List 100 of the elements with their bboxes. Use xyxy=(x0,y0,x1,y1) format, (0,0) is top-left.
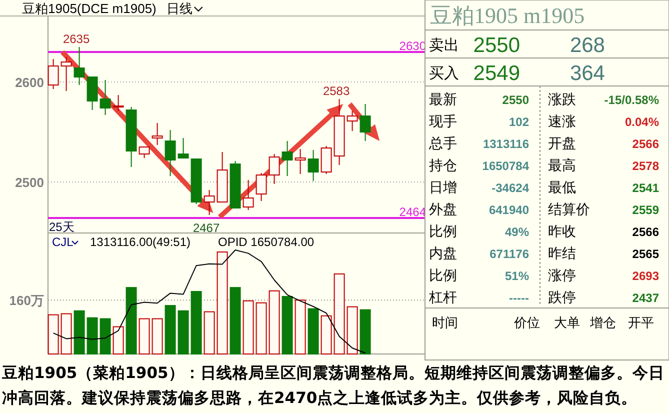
ref-line-label: 160万 xyxy=(9,293,44,308)
bar xyxy=(282,296,293,354)
bar xyxy=(190,290,202,354)
text: 价位 xyxy=(513,315,540,330)
annotation: 25天 xyxy=(49,220,74,234)
text: ----- xyxy=(509,291,529,305)
text: 增仓 xyxy=(589,315,616,330)
bar xyxy=(74,310,85,354)
candlestick xyxy=(164,130,176,176)
text: 最低 xyxy=(548,179,576,195)
text: 日增 xyxy=(429,179,457,195)
candlestick xyxy=(178,138,189,158)
bar xyxy=(320,315,332,354)
text: -15/0.58% xyxy=(604,93,660,107)
text: 比例 xyxy=(429,267,457,283)
text: 1650784 xyxy=(482,159,530,173)
text: 跌停 xyxy=(548,289,576,305)
candlestick xyxy=(308,150,319,182)
text: 买入 xyxy=(429,65,459,82)
bar xyxy=(360,309,371,354)
candlestick xyxy=(242,180,254,210)
text: 结算价 xyxy=(548,201,590,217)
text: 大单 xyxy=(554,315,580,330)
text: 2550 xyxy=(473,34,520,57)
text: 2578 xyxy=(632,159,660,173)
text: 364 xyxy=(570,62,606,85)
candlestick xyxy=(48,58,59,90)
text: 豆粕1905 m1905 xyxy=(430,3,585,28)
candlestick xyxy=(204,190,215,216)
chart-title: 豆粕1905(DCE m1905) xyxy=(22,1,156,16)
annotation: 2583 xyxy=(322,84,350,98)
bar xyxy=(230,287,241,354)
text: 268 xyxy=(570,34,605,57)
text: 开盘 xyxy=(548,135,576,151)
text: -34624 xyxy=(492,181,530,195)
bar xyxy=(334,273,345,354)
text: 1313116 xyxy=(482,137,530,151)
y-tick-label: 2600 xyxy=(15,75,44,90)
bar xyxy=(86,317,98,354)
candlestick xyxy=(294,148,306,174)
bar xyxy=(242,300,254,354)
bar xyxy=(256,302,267,354)
bar xyxy=(126,287,137,354)
candlestick xyxy=(112,94,124,112)
text: 卖出 xyxy=(429,37,459,54)
text: 开平 xyxy=(628,315,654,330)
text: 51% xyxy=(504,269,530,283)
annotation: 2635 xyxy=(62,32,90,46)
text: 49% xyxy=(504,225,530,239)
text: 现手 xyxy=(429,113,457,129)
text: 昨收 xyxy=(548,223,576,239)
text: 102 xyxy=(508,115,530,129)
text: 外盘 xyxy=(429,201,457,217)
candlestick xyxy=(60,56,72,92)
text: 2566 xyxy=(632,225,660,239)
candlestick xyxy=(256,172,267,202)
candlestick xyxy=(346,110,358,132)
text: 2550 xyxy=(502,93,530,107)
y-tick-label: 2500 xyxy=(15,175,44,190)
text: CJL xyxy=(52,235,74,249)
candlestick xyxy=(152,122,163,146)
text: 最新 xyxy=(429,91,457,107)
text: 2565 xyxy=(632,247,660,261)
text: 0.04% xyxy=(624,115,660,129)
bar xyxy=(100,318,111,354)
candlestick xyxy=(100,80,111,116)
text: 涨停 xyxy=(548,267,576,283)
text: 641940 xyxy=(488,203,530,217)
text: 2541 xyxy=(632,181,660,195)
text: 杠杆 xyxy=(428,289,457,305)
bar xyxy=(152,318,163,354)
text: 2559 xyxy=(632,203,660,217)
bar xyxy=(308,308,319,354)
text: 最高 xyxy=(548,157,576,173)
bar xyxy=(294,300,306,354)
candlestick xyxy=(360,104,371,142)
text: 涨跌 xyxy=(548,91,576,107)
candlestick xyxy=(282,140,293,176)
candlestick xyxy=(320,146,332,174)
text: 1313116.00(49:51) xyxy=(90,235,191,249)
text: 豆粕1905（菜粕1905）：日线格局呈区间震荡调整格局。短期维持区间震荡调整偏多。今日冲高回落。建议保持震荡偏多思路，在2470点之上逢低试多为主。仅供参考，风险自负。 xyxy=(2,363,666,409)
bar xyxy=(48,314,59,354)
text: 持仓 xyxy=(429,157,457,173)
text: 内盘 xyxy=(429,245,457,261)
ref-line-label: 2464 xyxy=(399,205,426,219)
candlestick xyxy=(74,46,85,86)
text: 2549 xyxy=(473,62,520,85)
candlestick xyxy=(268,154,280,184)
text: 速涨 xyxy=(548,113,576,129)
bar xyxy=(138,318,150,354)
bar xyxy=(164,305,176,354)
text: 总手 xyxy=(428,135,457,151)
text: 2693 xyxy=(632,269,660,283)
text: 昨结 xyxy=(548,245,576,261)
candlestick xyxy=(86,76,98,110)
bar xyxy=(346,306,358,354)
bar xyxy=(178,310,189,354)
text: OPID 1650784.00 xyxy=(218,235,314,249)
text: 比例 xyxy=(429,223,457,239)
candlestick xyxy=(138,146,150,158)
